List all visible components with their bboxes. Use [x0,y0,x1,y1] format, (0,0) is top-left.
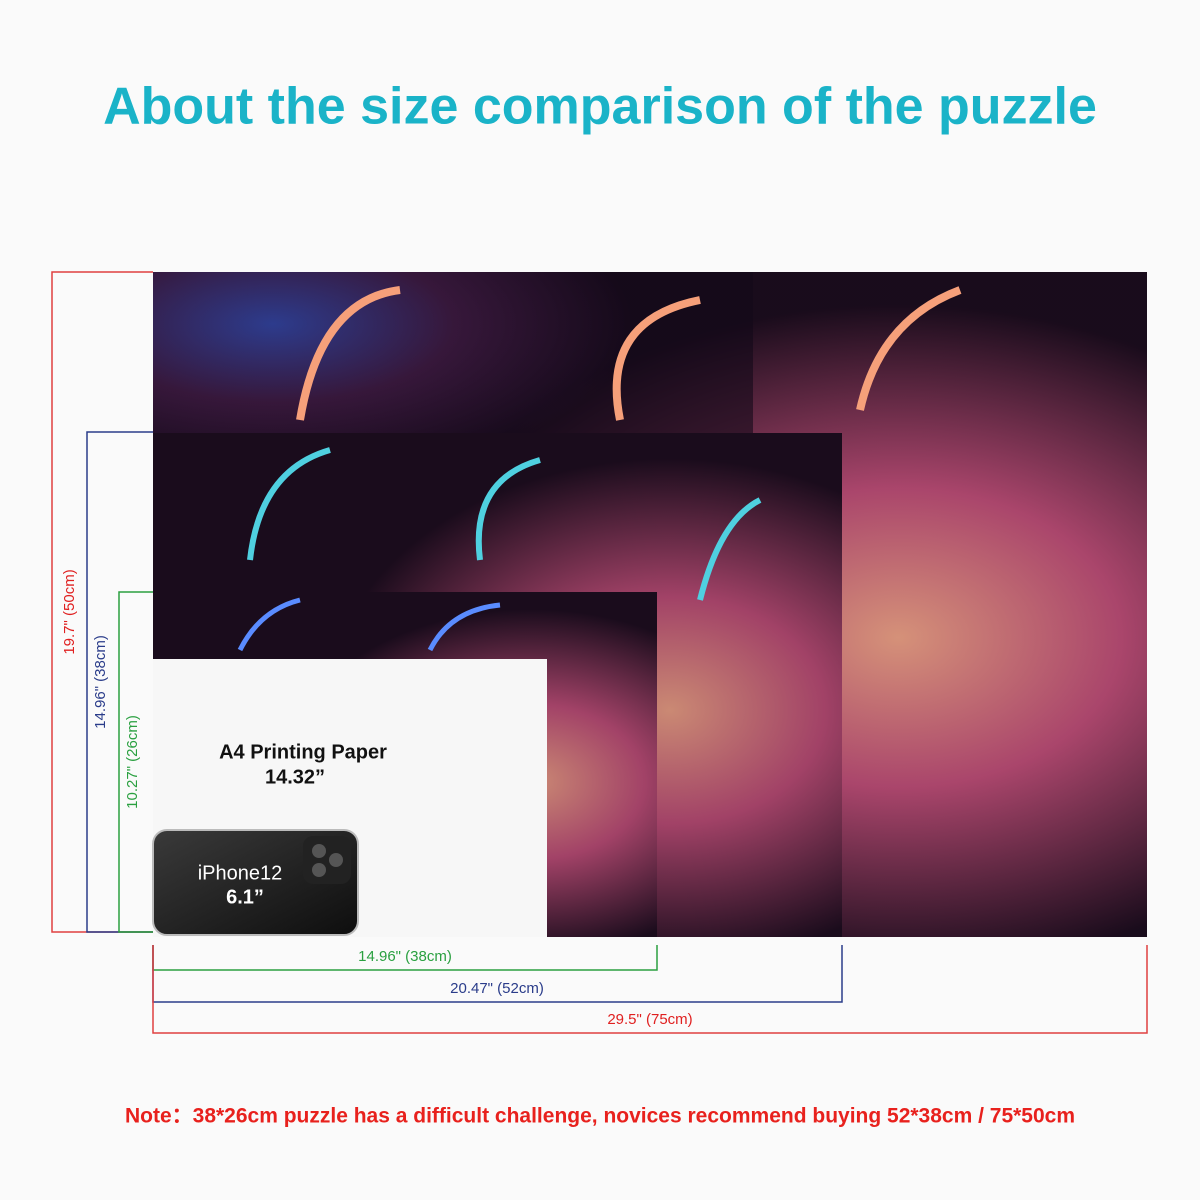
iphone [152,829,359,936]
width-large: 29.5" (75cm) [607,1011,692,1028]
paper-name: A4 Printing Paper [219,741,387,763]
phone-name: iPhone12 [198,862,283,884]
width-small: 14.96" (38cm) [358,948,452,965]
width-lines [152,945,1148,1034]
note: Note：38*26cm puzzle has a difficult chal… [125,1105,1075,1128]
height-small: 10.27" (26cm) [124,715,141,809]
height-large: 19.7" (50cm) [61,569,78,654]
phone-size: 6.1” [226,886,264,908]
width-medium: 20.47" (52cm) [450,980,544,997]
height-lines [51,271,153,933]
title: About the size comparison of the puzzle [103,78,1097,136]
paper-size: 14.32” [265,766,325,788]
height-medium: 14.96" (38cm) [92,635,109,729]
